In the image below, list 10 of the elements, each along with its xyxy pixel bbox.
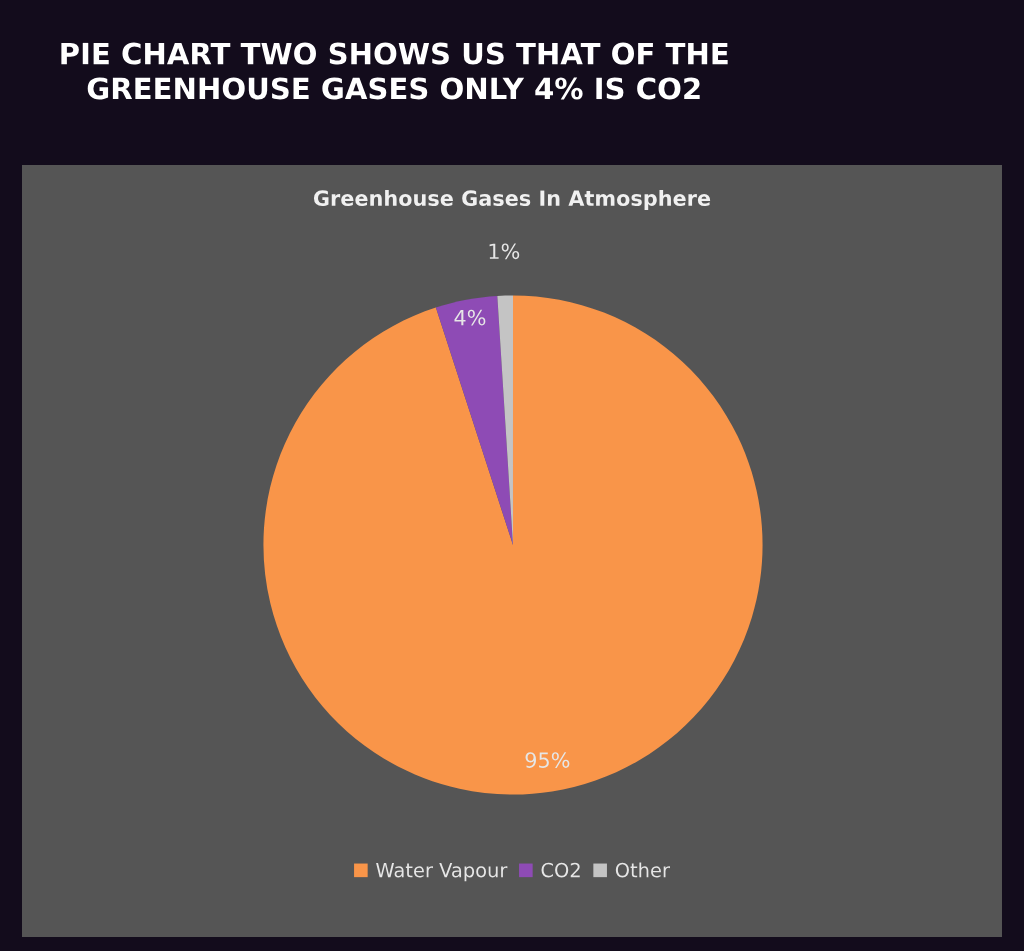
legend-label: Water Vapour [376,862,508,882]
data-label: 1% [489,243,520,260]
legend-label: Other [615,862,670,878]
legend-label: CO2 [541,862,580,878]
data-label: 95% [525,752,570,768]
pie-slice [435,295,513,545]
pie-slice [263,295,763,795]
chart-subtitle: Greenhouse Gases In Atmosphere [313,189,711,211]
chart-title: PIE CHART TWO SHOWS US THAT OF THE GREENHOUSE GASES ONLY 4% IS CO2 [61,42,728,100]
data-label: 4% [454,309,486,326]
